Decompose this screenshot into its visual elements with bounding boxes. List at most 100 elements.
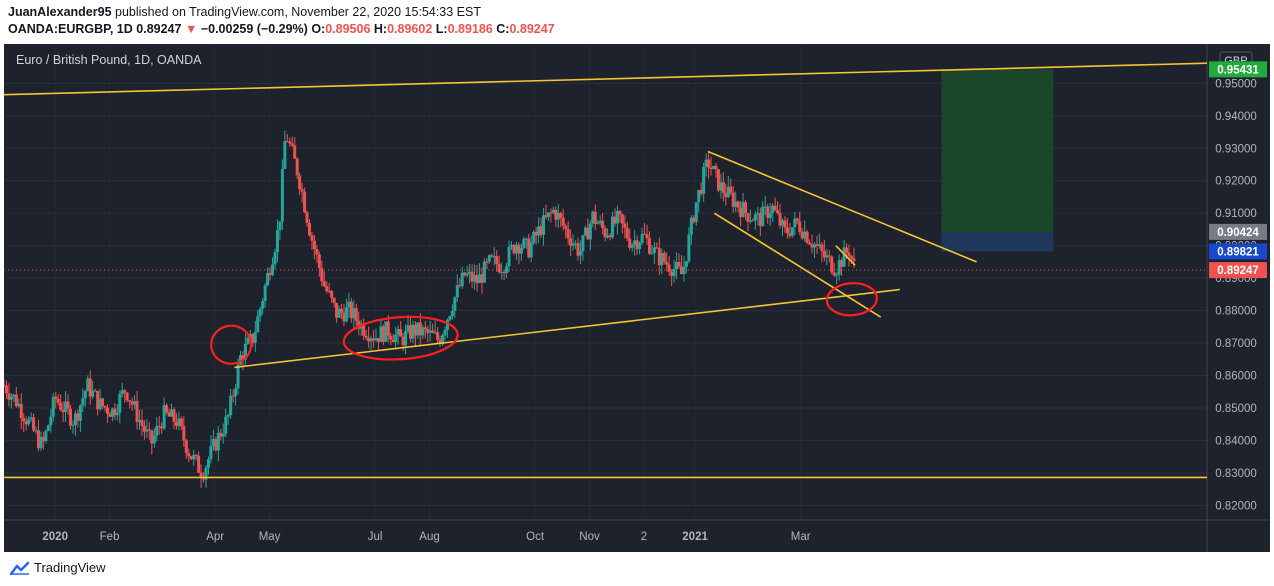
tradingview-logo-icon[interactable] — [10, 561, 30, 575]
candle-body — [103, 406, 107, 408]
candle-body — [344, 307, 348, 322]
candle-body — [283, 141, 287, 170]
candle-body — [340, 308, 344, 313]
candle — [229, 388, 233, 419]
candle-body — [739, 207, 743, 217]
candle — [428, 320, 432, 342]
candle — [817, 233, 821, 249]
candle — [88, 370, 92, 405]
candle-body — [448, 316, 452, 320]
price-label-tag — [1209, 223, 1267, 240]
candle-body — [433, 332, 437, 334]
candle-body — [480, 274, 484, 283]
candle — [258, 306, 262, 322]
trendline-rising-support — [234, 288, 900, 369]
candle — [93, 388, 97, 392]
candle-body — [147, 429, 151, 431]
candle-body — [305, 212, 309, 223]
candle-body — [672, 269, 676, 277]
candle-body — [135, 401, 139, 423]
candle-body — [325, 286, 329, 292]
candle — [825, 248, 829, 266]
candle — [91, 380, 95, 400]
candle-body — [86, 378, 90, 392]
candle — [675, 252, 679, 280]
candle-body — [524, 238, 528, 240]
candle-body — [756, 213, 760, 215]
candle-body — [618, 211, 622, 215]
candle — [591, 210, 595, 228]
candle-body — [578, 251, 582, 256]
candle — [295, 157, 299, 179]
candle-body — [214, 439, 218, 451]
candle — [450, 304, 454, 320]
y-tick-label: 0.91000 — [1215, 208, 1257, 220]
candle — [748, 209, 752, 224]
candle — [480, 267, 484, 294]
candle — [352, 300, 356, 329]
candle-body — [357, 320, 361, 329]
candle — [206, 456, 210, 475]
candle-body — [450, 310, 454, 317]
candle-body — [120, 390, 124, 395]
price-label-tag — [1209, 243, 1267, 260]
candle — [692, 215, 696, 224]
candle — [803, 220, 807, 242]
candle — [61, 401, 65, 422]
candle — [81, 388, 85, 413]
price-label-value: 0.95431 — [1217, 64, 1259, 76]
candle — [317, 251, 321, 277]
candle — [182, 416, 186, 447]
candle — [827, 249, 831, 263]
candle-body — [436, 332, 440, 340]
candle — [342, 303, 346, 327]
candle — [569, 229, 573, 257]
candle-body — [320, 267, 324, 282]
candle — [485, 258, 489, 270]
candle-body — [822, 251, 826, 258]
candle-body — [315, 249, 319, 255]
candle — [583, 225, 587, 237]
candle-body — [780, 220, 784, 226]
candle — [507, 240, 511, 273]
candle — [7, 383, 11, 407]
candle — [633, 230, 637, 256]
candle-body — [820, 244, 824, 252]
candle-body — [381, 326, 385, 342]
y-tick-label: 0.93000 — [1215, 143, 1257, 155]
candle — [835, 272, 839, 285]
candle — [273, 248, 277, 270]
x-tick-label: 2 — [641, 531, 647, 543]
candle — [662, 250, 666, 265]
candle-body — [61, 409, 65, 413]
candle — [697, 189, 701, 213]
candle — [712, 165, 716, 170]
candle-body — [509, 245, 513, 247]
candle-body — [630, 244, 634, 248]
price-chart[interactable]: 0.82000 0.83000 0.84000 0.85000 0.86000 0.870… — [4, 44, 1270, 552]
candle-body — [391, 339, 395, 343]
candle — [98, 388, 102, 411]
candle-body — [709, 167, 713, 170]
candle-body — [640, 233, 644, 243]
candle — [645, 224, 649, 245]
candle — [776, 201, 780, 215]
candle — [707, 152, 711, 179]
candle — [293, 137, 297, 159]
candle-body — [231, 395, 235, 397]
candle — [22, 413, 26, 433]
x-tick-label: Nov — [579, 531, 600, 543]
candle — [231, 389, 235, 403]
candle-body — [554, 209, 558, 220]
candle-body — [145, 429, 149, 432]
tradingview-brand[interactable]: TradingView — [34, 560, 106, 575]
candle-body — [113, 408, 117, 416]
candle — [29, 412, 33, 422]
candle — [596, 219, 600, 225]
candle-body — [256, 316, 260, 333]
candle — [771, 203, 775, 222]
candle — [167, 408, 171, 417]
author-name[interactable]: JuanAlexander95 — [8, 5, 112, 19]
candle — [556, 204, 560, 229]
candle — [477, 263, 481, 284]
